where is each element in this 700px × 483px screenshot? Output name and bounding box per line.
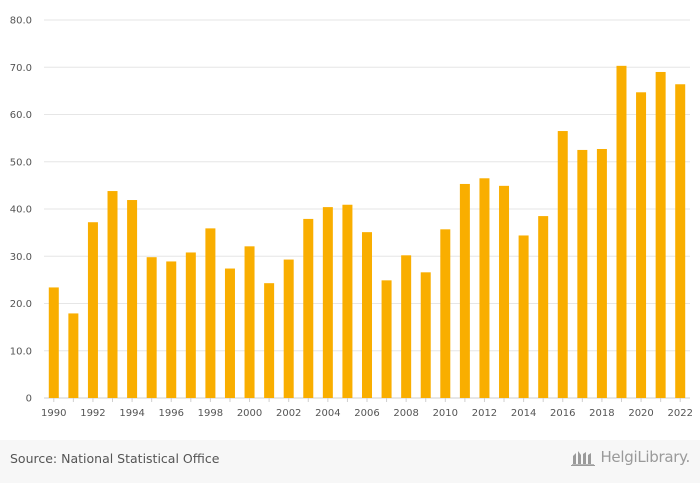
- bar-2016[interactable]: [557, 131, 568, 398]
- x-tick-label: 2000: [237, 408, 262, 419]
- x-tick-label: 2022: [667, 408, 692, 419]
- bar-2002[interactable]: [283, 259, 294, 398]
- bar-2006[interactable]: [362, 232, 372, 398]
- bar-2003[interactable]: [303, 218, 314, 398]
- bar-2019[interactable]: [616, 65, 627, 399]
- bar-2010[interactable]: [440, 229, 451, 398]
- chart-canvas: 0 10.0 20.0 30.0 40.0 50.0 60.0 70.0 80.0 1990 199…: [10, 16, 693, 420]
- bar-2004[interactable]: [322, 207, 333, 398]
- bar-1999[interactable]: [224, 268, 235, 398]
- bar-1992[interactable]: [87, 222, 98, 398]
- x-tick-label: 1994: [119, 408, 144, 419]
- y-tick-label: 30.0: [10, 252, 32, 263]
- bar-2022[interactable]: [675, 84, 686, 398]
- bar-1993[interactable]: [107, 191, 118, 398]
- y-tick-label: 80.0: [10, 16, 32, 27]
- helgi-library-logo[interactable]: HelgiLibrary.: [570, 447, 690, 467]
- bar-2013[interactable]: [499, 185, 510, 398]
- bar-2001[interactable]: [264, 283, 275, 398]
- y-tick-label: 50.0: [10, 157, 32, 168]
- x-tick-label: 1992: [80, 408, 105, 419]
- bar-1990[interactable]: [48, 287, 59, 398]
- bar-2008[interactable]: [401, 255, 412, 398]
- bar-2018[interactable]: [596, 148, 607, 398]
- bar-chart: 0 10.0 20.0 30.0 40.0 50.0 60.0 70.0 80.0 1990 199…: [9, 15, 693, 420]
- bar-2011[interactable]: [459, 183, 470, 398]
- y-tick-label: 10.0: [10, 346, 32, 357]
- bar-1994[interactable]: [127, 200, 138, 398]
- x-tick-label: 2010: [433, 408, 458, 419]
- y-tick-label: 20.0: [10, 299, 32, 310]
- bar-1998[interactable]: [205, 228, 216, 398]
- bar-2009[interactable]: [420, 272, 431, 398]
- bar-2017[interactable]: [577, 149, 588, 398]
- bar-2014[interactable]: [518, 235, 529, 398]
- y-tick-label: 40.0: [10, 205, 32, 216]
- logo-text: HelgiLibrary.: [600, 448, 690, 466]
- x-tick-label: 2004: [315, 408, 340, 419]
- x-tick-label: 2012: [472, 408, 497, 419]
- bar-2000[interactable]: [244, 246, 255, 398]
- x-tick-label: 2016: [550, 408, 575, 419]
- x-tick-label: 2014: [511, 408, 536, 419]
- bar-2021[interactable]: [655, 71, 666, 398]
- x-tick-label: 2006: [354, 408, 379, 419]
- x-tick-label: 2020: [628, 408, 653, 419]
- bar-2020[interactable]: [636, 92, 647, 398]
- bar-1997[interactable]: [185, 252, 196, 398]
- bar-1991[interactable]: [68, 313, 79, 398]
- bar-2015[interactable]: [538, 216, 549, 398]
- y-tick-label: 70.0: [10, 63, 32, 74]
- bar-1996[interactable]: [166, 261, 177, 398]
- x-tick-label: 2008: [393, 408, 418, 419]
- bar-1995[interactable]: [146, 257, 157, 398]
- x-tick-label: 1998: [198, 408, 223, 419]
- bar-2012[interactable]: [479, 178, 490, 398]
- y-tick-label: 0: [26, 394, 32, 405]
- x-tick-label: 1990: [41, 408, 66, 419]
- bar-2005[interactable]: [342, 204, 353, 398]
- x-tick-label: 2002: [276, 408, 301, 419]
- x-tick-label: 2018: [589, 408, 614, 419]
- y-tick-label: 60.0: [10, 110, 32, 121]
- source-note: Source: National Statistical Office: [10, 451, 220, 466]
- x-tick-label: 1996: [159, 408, 184, 419]
- bar-2007[interactable]: [381, 280, 392, 398]
- library-building-icon: [571, 451, 596, 466]
